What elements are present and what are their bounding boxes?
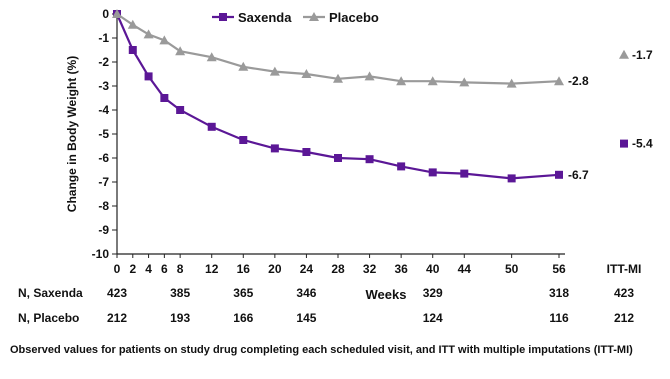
x-tick-label: 4 <box>145 262 152 276</box>
y-tick-label: -6 <box>98 151 109 165</box>
placebo-point <box>333 73 343 83</box>
y-axis-title: Change in Body Weight (%) <box>65 56 79 212</box>
n-table-cell: 193 <box>170 311 190 325</box>
placebo-itt-mi-point <box>619 49 629 59</box>
y-tick-label: -7 <box>98 175 109 189</box>
saxenda-itt-mi-label: -5.4 <box>632 137 653 151</box>
n-table-cell: 346 <box>296 286 316 300</box>
saxenda-point <box>207 122 216 131</box>
x-tick-label: 6 <box>161 262 168 276</box>
placebo-point <box>175 46 186 56</box>
placebo-point <box>159 35 170 45</box>
saxenda-point <box>397 162 406 171</box>
n-table-cell: 318 <box>549 286 569 300</box>
x-tick-label: 2 <box>129 262 136 276</box>
legend-saxenda-marker <box>219 13 227 21</box>
legend-placebo-marker <box>309 12 319 21</box>
saxenda-point <box>334 154 342 162</box>
saxenda-point <box>555 170 563 179</box>
x-tick-label: 32 <box>363 262 377 276</box>
y-tick-label: -2 <box>98 55 109 69</box>
saxenda-itt-mi-point <box>620 139 628 148</box>
placebo-end-label: -2.8 <box>568 74 589 88</box>
y-tick-label: -8 <box>98 199 109 213</box>
n-table-cell: 212 <box>614 311 634 325</box>
n-table-cell: 116 <box>549 311 569 325</box>
saxenda-point <box>239 136 248 144</box>
placebo-point <box>506 78 517 88</box>
x-tick-label: 16 <box>237 262 251 276</box>
placebo-point <box>112 9 122 18</box>
saxenda-point <box>460 169 469 178</box>
saxenda-point <box>128 46 137 54</box>
saxenda-point <box>428 168 437 177</box>
placebo-series-line <box>116 13 560 85</box>
x-tick-label: 40 <box>426 262 440 276</box>
n-table-cell: 124 <box>423 311 443 325</box>
placebo-point <box>459 77 470 87</box>
n-table-cell: 329 <box>423 286 443 300</box>
saxenda-point <box>302 148 311 156</box>
n-table-cell: 423 <box>614 286 634 300</box>
y-tick-label: -10 <box>92 247 110 261</box>
saxenda-series-line <box>115 13 560 180</box>
saxenda-end-label: -6.7 <box>568 168 589 182</box>
saxenda-point <box>270 144 279 153</box>
y-tick-label: -5 <box>98 127 109 141</box>
x-tick-label: 12 <box>205 262 219 276</box>
placebo-point <box>206 52 217 62</box>
y-tick-label: -4 <box>98 103 109 117</box>
placebo-point <box>269 66 280 76</box>
placebo-point <box>554 76 564 86</box>
saxenda-point <box>507 174 516 183</box>
y-tick-label: -9 <box>98 223 109 237</box>
legend-placebo-label: Placebo <box>329 10 379 25</box>
saxenda-point <box>160 94 169 102</box>
y-tick-label: -3 <box>98 79 109 93</box>
itt-mi-label: ITT-MI <box>607 262 642 276</box>
n-table-cell: 385 <box>170 286 190 300</box>
x-tick-label: 50 <box>505 262 519 276</box>
x-tick-label: 56 <box>552 262 566 276</box>
placebo-itt-mi-label: -1.7 <box>632 48 653 62</box>
n-table-cell: 145 <box>296 311 316 325</box>
x-tick-label: 8 <box>177 262 184 276</box>
n-table-cell: 166 <box>233 311 253 325</box>
x-axis-title: Weeks <box>366 287 407 302</box>
y-tick-label: 0 <box>102 7 109 21</box>
saxenda-point <box>144 72 153 81</box>
saxenda-point <box>365 155 374 164</box>
x-tick-label: 24 <box>300 262 314 276</box>
placebo-point <box>364 71 375 81</box>
y-tick-label: -1 <box>98 31 109 45</box>
placebo-point <box>127 19 138 29</box>
legend-saxenda-label: Saxenda <box>238 10 292 25</box>
x-tick-label: 28 <box>331 262 345 276</box>
x-tick-label: 0 <box>114 262 121 276</box>
placebo-point <box>301 69 312 78</box>
placebo-point <box>427 76 438 86</box>
saxenda-point <box>176 106 185 114</box>
footnote: Observed values for patients on study dr… <box>10 344 633 356</box>
n-table-cell: 423 <box>107 286 127 300</box>
n-table-cell: 212 <box>107 311 127 325</box>
x-tick-label: 44 <box>458 262 472 276</box>
placebo-point <box>396 76 407 86</box>
n-table-row-label: N, Saxenda <box>18 286 83 300</box>
n-table-row-label: N, Placebo <box>18 311 79 325</box>
placebo-point <box>143 29 154 39</box>
placebo-point <box>238 61 249 71</box>
n-table-cell: 365 <box>233 286 253 300</box>
x-tick-label: 20 <box>268 262 282 276</box>
x-tick-label: 36 <box>394 262 408 276</box>
